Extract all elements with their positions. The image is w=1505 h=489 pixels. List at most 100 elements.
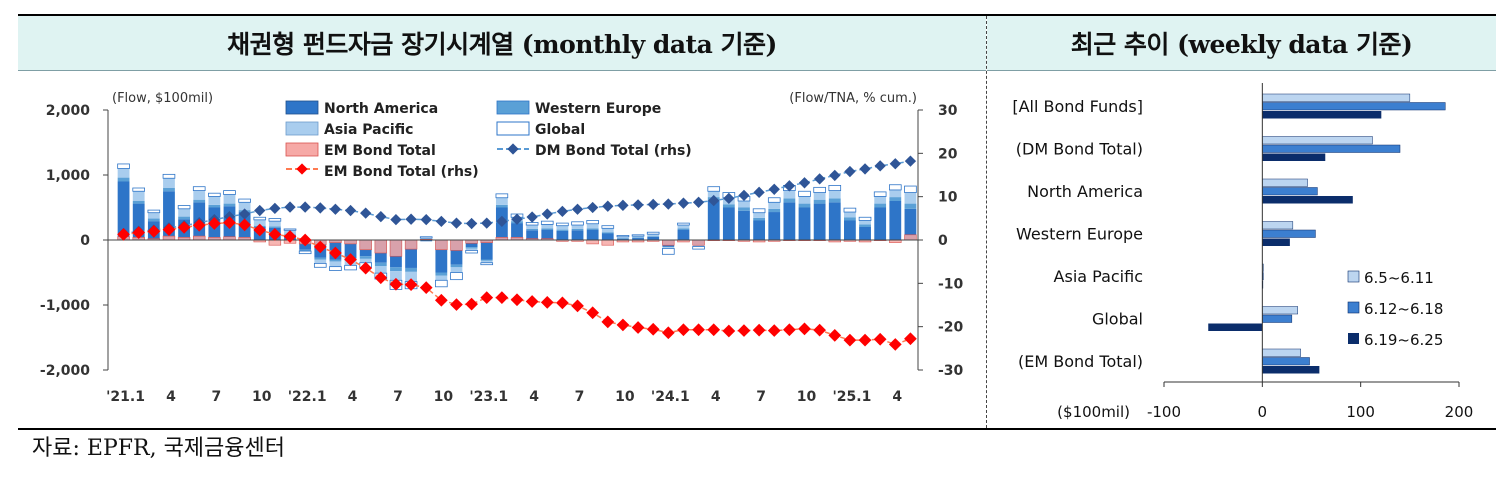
bar-asia-pacific bbox=[904, 192, 917, 204]
legend-em-bond-total-rhs: EM Bond Total (rhs) bbox=[324, 164, 479, 180]
bar-asia-pacific bbox=[662, 247, 675, 249]
bar-global bbox=[571, 221, 584, 226]
weekly-bar-week3 bbox=[1262, 238, 1290, 246]
bar-north-america bbox=[465, 240, 478, 248]
left-tick-label: 0 bbox=[80, 233, 90, 249]
em-bond-total-point bbox=[798, 322, 811, 336]
dm-bond-total-point bbox=[344, 204, 357, 217]
bar-north-america bbox=[677, 229, 690, 240]
source-note: 자료: EPFR, 국제금융센터 bbox=[32, 436, 286, 461]
weekly-categories: [All Bond Funds] (DM Bond Total) North Ame… bbox=[1012, 97, 1143, 371]
em-bond-total-point bbox=[132, 226, 146, 239]
bar-asia-pacific bbox=[828, 190, 841, 199]
bar-western-europe bbox=[647, 236, 660, 237]
dm-bond-total-point bbox=[450, 217, 463, 229]
bar-global bbox=[677, 222, 690, 226]
em-bond-total-point bbox=[359, 261, 373, 275]
bar-asia-pacific bbox=[420, 238, 433, 240]
right-panel-title: 최근 추이 (weekly data 기준) bbox=[987, 16, 1496, 71]
bar-asia-pacific bbox=[541, 224, 554, 229]
bar-western-europe bbox=[193, 199, 206, 203]
em-bond-total-point bbox=[238, 218, 251, 232]
x-tick-label: 4 bbox=[348, 389, 358, 405]
dm-bond-total-point bbox=[662, 198, 674, 210]
em-bond-total-point bbox=[722, 324, 736, 338]
bar-asia-pacific bbox=[617, 236, 629, 239]
bar-global bbox=[556, 222, 569, 227]
bar-global bbox=[329, 266, 342, 271]
em-bond-total-point bbox=[510, 293, 524, 307]
bar-north-america bbox=[768, 212, 781, 240]
bar-global bbox=[692, 246, 705, 250]
em-bond-total-point bbox=[783, 323, 796, 337]
bar-western-europe bbox=[889, 197, 902, 201]
bar-asia-pacific bbox=[193, 190, 206, 200]
bar-western-europe bbox=[117, 177, 130, 182]
bar-western-europe bbox=[556, 229, 569, 231]
bar-em-bond-total bbox=[268, 239, 282, 246]
em-bond-total-point bbox=[858, 333, 872, 347]
bar-north-america bbox=[117, 181, 130, 240]
weekly-bar-week1 bbox=[1262, 348, 1301, 357]
bar-global bbox=[223, 190, 236, 195]
bar-north-america bbox=[586, 229, 599, 240]
legend-week2: 6.12~6.18 bbox=[1364, 300, 1443, 318]
bar-western-europe bbox=[617, 238, 629, 239]
bar-western-europe bbox=[208, 204, 221, 208]
bar-global bbox=[495, 193, 509, 199]
dm-bond-total-point bbox=[692, 196, 705, 208]
figure-frame: 채권형 펀드자금 장기시계열 (monthly data 기준) 최근 추이 (… bbox=[18, 14, 1496, 430]
legend-week3: 6.19~6.25 bbox=[1364, 331, 1443, 349]
x-tick-label: 10 bbox=[434, 389, 454, 405]
em-bond-total-point bbox=[571, 299, 584, 313]
monthly-legend: North America Asia Pacific EM Bond Total… bbox=[285, 100, 692, 180]
em-bond-total-point bbox=[556, 296, 569, 310]
bar-global bbox=[707, 186, 721, 192]
bar-global bbox=[525, 222, 539, 226]
weekly-tick-label: 0 bbox=[1258, 403, 1268, 421]
bar-north-america bbox=[859, 227, 871, 240]
weekly-category-label: North America bbox=[1027, 182, 1143, 201]
bar-asia-pacific bbox=[647, 234, 660, 237]
weekly-category-label: (DM Bond Total) bbox=[1016, 140, 1143, 159]
bar-north-america bbox=[601, 233, 614, 240]
bar-em-bond-total bbox=[162, 235, 176, 241]
em-bond-total-point bbox=[419, 281, 433, 295]
left-panel-title: 채권형 펀드자금 장기시계열 (monthly data 기준) bbox=[18, 16, 986, 71]
dm-bond-total-point bbox=[904, 155, 917, 167]
dm-bond-total-point bbox=[798, 177, 811, 189]
bar-global bbox=[192, 186, 206, 191]
legend-marker-dm-rhs bbox=[507, 143, 519, 155]
legend-swatch-global bbox=[496, 121, 530, 136]
legend-swatch-week1 bbox=[1347, 270, 1360, 283]
bar-global bbox=[298, 250, 312, 255]
bar-asia-pacific bbox=[677, 225, 690, 229]
legend-swatch-em-bond-total bbox=[285, 142, 319, 157]
bar-western-europe bbox=[844, 217, 856, 221]
bar-global bbox=[132, 187, 145, 192]
bar-global bbox=[601, 225, 615, 229]
bar-asia-pacific bbox=[526, 225, 539, 229]
bar-western-europe bbox=[450, 264, 463, 268]
dm-bond-total-point bbox=[405, 213, 417, 225]
bar-global bbox=[662, 248, 675, 255]
bar-north-america bbox=[450, 240, 463, 265]
bar-asia-pacific bbox=[178, 208, 190, 217]
dm-bond-total-point bbox=[496, 215, 508, 228]
em-bond-total-point bbox=[677, 323, 690, 337]
bar-north-america bbox=[344, 240, 357, 259]
weekly-bar-week3 bbox=[1262, 153, 1326, 161]
bar-western-europe bbox=[874, 203, 887, 208]
bar-western-europe bbox=[541, 228, 554, 230]
legend-swatch-asia-pacific bbox=[285, 121, 319, 136]
x-tick-label: 4 bbox=[529, 389, 539, 405]
legend-north-america: North America bbox=[324, 101, 438, 117]
x-tick-label: 4 bbox=[892, 389, 902, 405]
weekly-axis-unit: ($100mil) bbox=[1057, 403, 1130, 421]
x-tick-label: 10 bbox=[615, 389, 635, 405]
dm-bond-total-point bbox=[617, 199, 629, 211]
em-bond-total-point bbox=[162, 223, 176, 236]
monthly-bars bbox=[117, 163, 917, 290]
bar-north-america bbox=[798, 207, 811, 240]
legend-swatch-week3 bbox=[1348, 333, 1359, 344]
